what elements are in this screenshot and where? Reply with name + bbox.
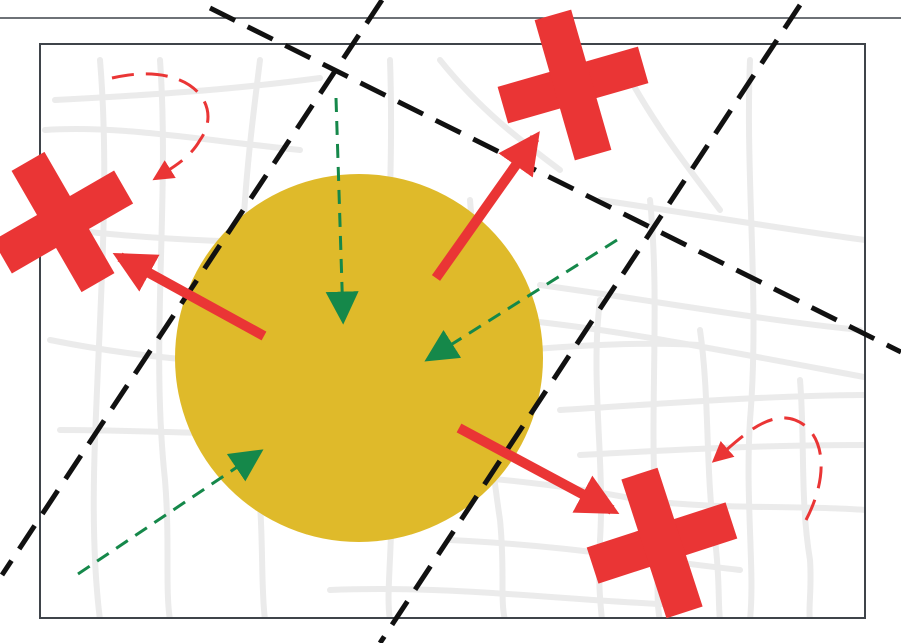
street: [90, 57, 108, 618]
outward-arrow-left: [112, 252, 267, 341]
crosses: [0, 9, 738, 619]
street: [437, 57, 563, 173]
street: [557, 392, 865, 413]
red-cross-icon: [586, 467, 738, 619]
outward-arrows: [112, 131, 620, 515]
map-frame: [39, 43, 866, 619]
curved-arrow-top-left: [111, 72, 210, 181]
boundary-line: [208, 5, 901, 355]
inward-arrows: [77, 97, 618, 576]
street: [156, 57, 173, 618]
street: [577, 442, 865, 458]
inward-arrow-right: [424, 238, 618, 362]
street: [42, 126, 303, 153]
curved-arrow-bottom-right: [711, 416, 823, 521]
red-cross-icon: [497, 9, 649, 161]
boundary-line: [0, 0, 385, 577]
red-cross-icon: [0, 151, 134, 293]
outward-arrow-top: [431, 131, 540, 281]
outward-arrow-bottom: [456, 423, 620, 515]
street: [52, 75, 323, 103]
inward-arrow-bottom-left: [77, 449, 264, 576]
central-circle-icon: [175, 174, 543, 542]
street: [745, 57, 757, 618]
street: [597, 197, 865, 243]
street: [517, 317, 865, 381]
street: [537, 282, 863, 333]
street: [797, 377, 814, 618]
curved-arrows: [111, 72, 823, 521]
boundary-line: [377, 3, 803, 643]
street: [697, 327, 723, 618]
inward-arrow-top: [325, 97, 359, 325]
